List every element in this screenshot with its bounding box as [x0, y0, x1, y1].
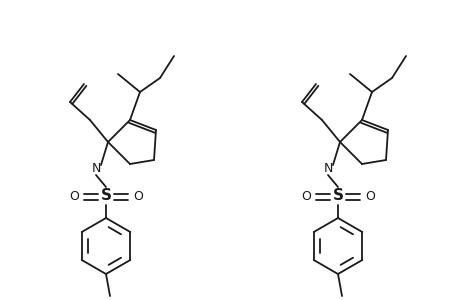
Text: O: O — [364, 190, 374, 202]
Text: S: S — [332, 188, 343, 203]
Text: O: O — [133, 190, 143, 202]
Text: O: O — [69, 190, 79, 202]
Text: N: N — [91, 161, 101, 175]
Text: S: S — [100, 188, 111, 203]
Text: O: O — [300, 190, 310, 202]
Text: N: N — [323, 161, 332, 175]
